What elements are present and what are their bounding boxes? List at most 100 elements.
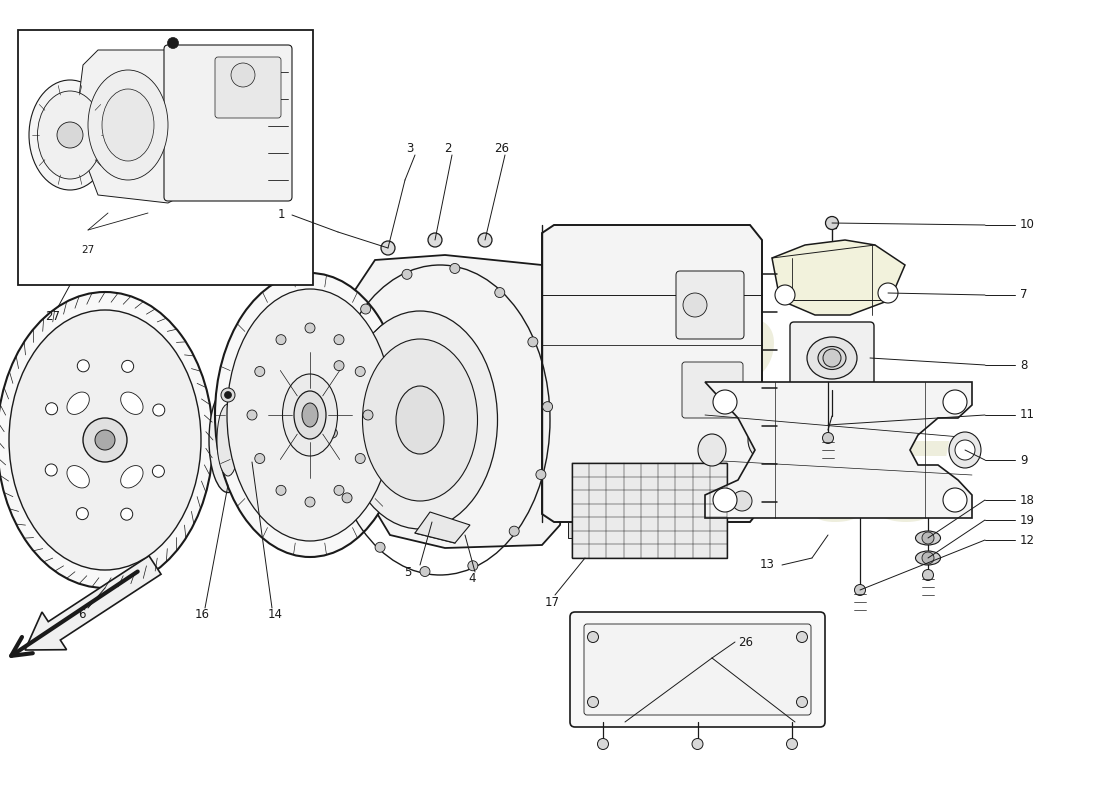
Ellipse shape [67, 392, 89, 414]
Text: 3: 3 [406, 142, 414, 154]
Text: 13: 13 [760, 558, 775, 571]
Circle shape [878, 283, 898, 303]
Circle shape [342, 493, 352, 503]
FancyArrow shape [25, 556, 161, 650]
Circle shape [255, 366, 265, 377]
Circle shape [381, 241, 395, 255]
Text: 27: 27 [45, 310, 60, 323]
FancyBboxPatch shape [570, 612, 825, 727]
Ellipse shape [121, 466, 143, 488]
Ellipse shape [227, 289, 393, 541]
Circle shape [95, 430, 116, 450]
Circle shape [305, 497, 315, 507]
Ellipse shape [807, 337, 857, 379]
Circle shape [375, 542, 385, 552]
Circle shape [121, 508, 133, 520]
Ellipse shape [0, 292, 213, 588]
Text: 1: 1 [277, 209, 285, 222]
Circle shape [77, 360, 89, 372]
Circle shape [587, 697, 598, 707]
Ellipse shape [67, 466, 89, 488]
FancyBboxPatch shape [682, 362, 742, 418]
Ellipse shape [283, 374, 338, 456]
Circle shape [153, 466, 164, 478]
Text: 16: 16 [195, 609, 209, 622]
Text: 5: 5 [405, 566, 411, 578]
Polygon shape [705, 382, 972, 518]
Text: 8: 8 [1020, 358, 1027, 371]
Circle shape [587, 631, 598, 642]
Ellipse shape [209, 387, 248, 493]
Ellipse shape [363, 339, 477, 501]
Circle shape [45, 402, 57, 414]
Ellipse shape [915, 551, 940, 565]
Circle shape [76, 508, 88, 520]
Circle shape [276, 334, 286, 345]
Polygon shape [78, 50, 183, 203]
FancyBboxPatch shape [214, 57, 280, 118]
Polygon shape [568, 522, 593, 538]
Circle shape [468, 561, 477, 570]
Text: 14: 14 [267, 609, 283, 622]
Ellipse shape [88, 70, 168, 180]
Circle shape [943, 390, 967, 414]
Circle shape [276, 486, 286, 495]
Ellipse shape [915, 531, 940, 545]
Text: europ: europ [422, 297, 778, 403]
Ellipse shape [302, 403, 318, 427]
Text: 19: 19 [1020, 514, 1035, 526]
Text: 2: 2 [444, 142, 452, 154]
Ellipse shape [37, 91, 102, 179]
Circle shape [786, 738, 798, 750]
Text: 11: 11 [1020, 409, 1035, 422]
Circle shape [922, 552, 934, 564]
Circle shape [683, 293, 707, 317]
Ellipse shape [294, 391, 326, 439]
Circle shape [363, 410, 373, 420]
Circle shape [528, 337, 538, 347]
Circle shape [823, 349, 842, 367]
Ellipse shape [342, 311, 497, 529]
Circle shape [221, 388, 235, 402]
Polygon shape [772, 240, 905, 315]
Ellipse shape [217, 404, 239, 476]
Text: 17: 17 [544, 595, 560, 609]
Circle shape [428, 233, 442, 247]
Circle shape [248, 410, 257, 420]
Ellipse shape [396, 386, 444, 454]
Circle shape [955, 440, 975, 460]
Polygon shape [610, 522, 635, 538]
Circle shape [305, 323, 315, 333]
Circle shape [355, 366, 365, 377]
Circle shape [328, 428, 338, 438]
Circle shape [420, 566, 430, 577]
Ellipse shape [29, 80, 111, 190]
Circle shape [334, 486, 344, 495]
Circle shape [334, 361, 344, 370]
FancyBboxPatch shape [572, 463, 727, 558]
FancyBboxPatch shape [676, 271, 744, 339]
Text: 4: 4 [469, 573, 475, 586]
Circle shape [361, 304, 371, 314]
Circle shape [478, 233, 492, 247]
Text: a passion for parts since: a passion for parts since [372, 431, 728, 459]
Circle shape [334, 334, 344, 345]
Text: 26: 26 [738, 635, 754, 649]
Text: 7: 7 [1020, 289, 1027, 302]
Polygon shape [340, 255, 565, 548]
Text: 27: 27 [81, 245, 95, 255]
Text: 10: 10 [1020, 218, 1035, 231]
Circle shape [597, 738, 608, 750]
Circle shape [82, 418, 126, 462]
Circle shape [796, 631, 807, 642]
Ellipse shape [818, 346, 846, 370]
Text: 18: 18 [1020, 494, 1035, 506]
Circle shape [45, 464, 57, 476]
Circle shape [823, 433, 834, 443]
Circle shape [542, 402, 552, 412]
Circle shape [450, 263, 460, 274]
Circle shape [713, 390, 737, 414]
Circle shape [231, 63, 255, 87]
Circle shape [692, 738, 703, 750]
Text: 26: 26 [495, 142, 509, 154]
